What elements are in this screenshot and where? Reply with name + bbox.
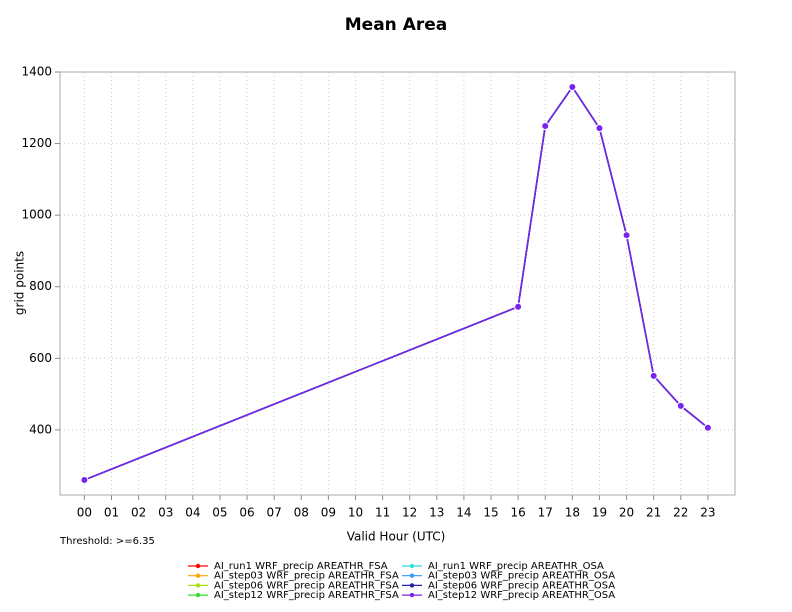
legend-label: AI_step06 WRF_precip AREATHR_OSA: [428, 580, 615, 591]
legend-label: AI_run1 WRF_precip AREATHR_FSA: [214, 561, 388, 572]
series-line: [84, 85, 709, 481]
legend-marker: [195, 563, 201, 569]
data-point: [595, 124, 604, 133]
series-line: [84, 85, 709, 481]
data-point: [649, 371, 658, 380]
x-tick-label: 22: [673, 506, 688, 520]
x-tick-label: 18: [565, 506, 580, 520]
x-tick-label: 17: [538, 506, 553, 520]
data-point: [514, 302, 523, 311]
y-tick-label: 1400: [21, 65, 52, 79]
y-tick-label: 400: [29, 422, 52, 436]
x-tick-label: 15: [483, 506, 498, 520]
x-tick-label: 08: [294, 506, 309, 520]
legend-marker: [195, 573, 201, 578]
x-tick-label: 02: [131, 506, 146, 520]
y-tick-label: 600: [29, 351, 52, 365]
x-tick-label: 05: [212, 506, 227, 520]
legend-marker: [409, 583, 415, 588]
threshold-note: Threshold: >=6.35: [59, 536, 155, 547]
legend-label: AI_step03 WRF_precip AREATHR_FSA: [214, 571, 399, 582]
x-tick-label: 11: [375, 506, 390, 520]
series-line: [84, 85, 709, 481]
legend-marker: [409, 573, 415, 578]
x-tick-label: 10: [348, 506, 363, 520]
legend-label: AI_step12 WRF_precip AREATHR_OSA: [428, 590, 615, 601]
x-tick-label: 23: [700, 506, 715, 520]
x-tick-label: 07: [267, 506, 282, 520]
x-tick-label: 01: [104, 506, 119, 520]
x-tick-label: 20: [619, 506, 634, 520]
y-tick-label: 1200: [21, 136, 52, 150]
legend-label: AI_step06 WRF_precip AREATHR_FSA: [214, 580, 399, 591]
legend-marker: [195, 592, 201, 598]
x-tick-label: 13: [429, 506, 444, 520]
data-point: [622, 231, 631, 240]
series-line: [84, 85, 709, 481]
data-point: [541, 122, 550, 131]
chart-title: Mean Area: [345, 15, 447, 35]
x-tick-label: 14: [456, 506, 471, 520]
x-tick-label: 21: [646, 506, 661, 520]
y-tick-label: 800: [29, 279, 52, 293]
legend-marker: [409, 592, 415, 598]
data-point: [80, 475, 89, 484]
x-tick-label: 19: [592, 506, 607, 520]
y-axis-label: grid points: [13, 251, 27, 315]
series-line: [84, 85, 709, 481]
data-point: [703, 423, 712, 432]
x-tick-label: 09: [321, 506, 336, 520]
x-tick-label: 03: [158, 506, 173, 520]
x-tick-label: 04: [185, 506, 200, 520]
series-line: [84, 85, 709, 481]
x-axis-label: Valid Hour (UTC): [347, 530, 446, 544]
legend-label: AI_step12 WRF_precip AREATHR_FSA: [214, 590, 399, 601]
legend-label: AI_run1 WRF_precip AREATHR_OSA: [428, 561, 604, 572]
plot-frame: [59, 71, 736, 496]
data-point: [568, 83, 577, 92]
x-tick-label: 12: [402, 506, 417, 520]
legend-marker: [195, 583, 201, 588]
legend-marker: [409, 563, 415, 569]
legend-label: AI_step03 WRF_precip AREATHR_OSA: [428, 571, 615, 582]
y-tick-label: 1000: [21, 208, 52, 222]
data-point: [676, 401, 685, 410]
x-tick-label: 16: [510, 506, 525, 520]
series-line: [84, 85, 709, 481]
x-tick-label: 06: [239, 506, 254, 520]
x-tick-label: 00: [77, 506, 92, 520]
series-line: [84, 85, 709, 481]
